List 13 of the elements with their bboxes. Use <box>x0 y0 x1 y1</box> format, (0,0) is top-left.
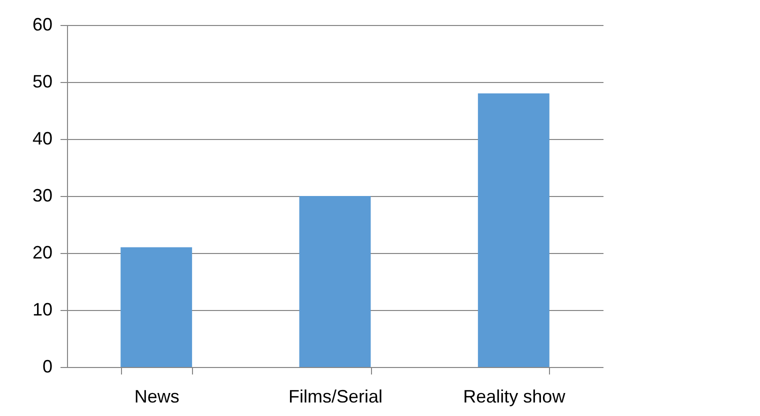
x-tick-label: Reality show <box>463 386 566 406</box>
y-tick-label: 60 <box>32 14 52 34</box>
bar <box>299 196 371 367</box>
y-tick-label: 40 <box>32 128 52 148</box>
x-tick-label: News <box>134 386 180 406</box>
x-tick-label: Films/Serial <box>288 386 383 406</box>
y-tick-label: 20 <box>32 242 52 262</box>
y-tick-label: 10 <box>32 300 52 320</box>
y-tick-label: 30 <box>32 186 52 206</box>
y-tick-label: 0 <box>42 356 52 376</box>
bar <box>120 247 192 367</box>
y-tick-label: 50 <box>32 72 52 92</box>
bar <box>478 93 550 367</box>
